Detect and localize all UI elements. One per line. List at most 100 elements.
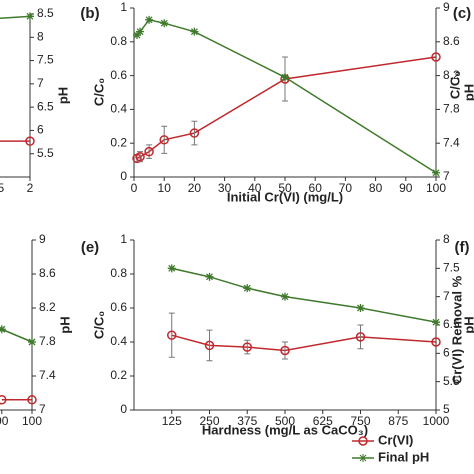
point bbox=[27, 395, 37, 405]
x-tick-label: 20 bbox=[188, 181, 202, 195]
point bbox=[356, 304, 365, 312]
panel-label: (e) bbox=[81, 239, 99, 256]
y-axis-label: C/C₀ bbox=[447, 71, 462, 99]
y2-tick-label: 8.2 bbox=[443, 68, 460, 82]
y2-tick-label: 8.5 bbox=[37, 6, 54, 20]
series-line bbox=[136, 56, 437, 160]
panel-label: (f) bbox=[455, 239, 470, 256]
x-tick-label: 90 bbox=[0, 414, 9, 428]
point bbox=[432, 168, 440, 177]
x-tick-label: 60 bbox=[309, 181, 323, 195]
y-tick-label: 0.2 bbox=[110, 135, 127, 149]
y2-axis-label: pH bbox=[461, 84, 474, 101]
point bbox=[281, 292, 289, 301]
x-tick-label: 80 bbox=[369, 181, 383, 195]
y2-tick-label: 8.6 bbox=[443, 34, 460, 48]
panel-label: (b) bbox=[80, 5, 99, 22]
y2-axis-label: pH bbox=[57, 316, 72, 333]
point bbox=[432, 318, 440, 327]
panel-label: (c) bbox=[453, 5, 471, 22]
legend-marker bbox=[359, 454, 367, 462]
point bbox=[205, 272, 214, 281]
y2-tick-label: 6.5 bbox=[37, 99, 54, 113]
series-line bbox=[1, 328, 33, 343]
y2-tick-label: 7 bbox=[443, 169, 450, 183]
x-tick-label: 100 bbox=[22, 414, 42, 428]
error-bar bbox=[357, 324, 364, 350]
y2-tick-label: 7.8 bbox=[39, 334, 56, 348]
series-line bbox=[0, 15, 31, 19]
legend-label: Cr(VI) bbox=[378, 432, 413, 447]
y-tick-label: 0.6 bbox=[110, 300, 127, 314]
x-tick-label: 50 bbox=[278, 181, 292, 195]
point bbox=[167, 330, 177, 340]
point bbox=[280, 345, 290, 356]
y-axis-label: Cr(VI) Removal % bbox=[449, 275, 464, 384]
y2-tick-label: 7 bbox=[443, 289, 450, 303]
error-bar bbox=[282, 341, 288, 360]
y2-axis-label: pH bbox=[461, 316, 474, 333]
point bbox=[355, 332, 366, 342]
y-tick-label: 0.4 bbox=[110, 102, 127, 116]
y-tick-label: 0.8 bbox=[110, 34, 127, 48]
x-axis-label: Initial Cr(VI) (mg/L) bbox=[227, 189, 343, 204]
x-tick-label: 875 bbox=[388, 414, 408, 428]
point bbox=[243, 284, 252, 293]
y2-tick-label: 7.5 bbox=[37, 53, 54, 67]
y2-tick-label: 8 bbox=[443, 232, 450, 246]
y-tick-label: 0.2 bbox=[110, 368, 127, 382]
point bbox=[431, 52, 441, 62]
y2-tick-label: 9 bbox=[39, 232, 46, 246]
x-tick-label: 250 bbox=[199, 414, 219, 428]
point bbox=[242, 342, 252, 352]
y-tick-label: 0.4 bbox=[110, 334, 127, 348]
point bbox=[204, 340, 215, 351]
y-tick-label: 0.6 bbox=[110, 68, 127, 82]
point bbox=[133, 31, 142, 40]
x-tick-label: 500 bbox=[275, 414, 295, 428]
x-tick-label: 100 bbox=[426, 181, 446, 195]
x-tick-label: 10 bbox=[158, 181, 172, 195]
error-bar bbox=[206, 329, 213, 362]
y-tick-label: 1 bbox=[120, 232, 127, 246]
point bbox=[145, 15, 154, 24]
y2-tick-label: 7.4 bbox=[39, 368, 56, 382]
point bbox=[431, 337, 441, 347]
legend-label: Final pH bbox=[378, 449, 429, 464]
x-tick-label: 750 bbox=[350, 414, 370, 428]
y2-tick-label: 9 bbox=[443, 0, 450, 14]
y2-tick-label: 6 bbox=[443, 346, 450, 360]
x-tick-label: 0 bbox=[131, 181, 138, 195]
point bbox=[144, 146, 154, 157]
y2-tick-label: 6 bbox=[37, 123, 44, 137]
point bbox=[28, 338, 36, 346]
series-line bbox=[136, 18, 437, 174]
point bbox=[189, 128, 200, 138]
x-tick-label: 40 bbox=[248, 181, 262, 195]
point bbox=[136, 27, 145, 36]
y2-tick-label: 8.2 bbox=[39, 300, 56, 314]
point bbox=[159, 135, 169, 145]
series-line bbox=[171, 267, 437, 323]
x-tick-label: 1.75 bbox=[0, 181, 5, 195]
y-tick-label: 1 bbox=[120, 0, 127, 14]
x-tick-label: 70 bbox=[339, 181, 353, 195]
x-tick-label: 30 bbox=[218, 181, 232, 195]
y-tick-label: 0 bbox=[120, 169, 127, 183]
y2-tick-label: 8.6 bbox=[39, 266, 56, 280]
point bbox=[26, 12, 34, 21]
y2-tick-label: 7.8 bbox=[443, 102, 460, 116]
point bbox=[190, 27, 199, 36]
y2-tick-label: 7 bbox=[37, 76, 44, 90]
point bbox=[25, 136, 35, 146]
x-tick-label: 1000 bbox=[423, 414, 450, 428]
y-axis-label: C/C₀ bbox=[91, 311, 106, 339]
y-tick-label: 0.8 bbox=[110, 266, 127, 280]
y-tick-label: 0 bbox=[120, 402, 127, 416]
point bbox=[167, 264, 176, 273]
x-tick-label: 625 bbox=[313, 414, 333, 428]
point bbox=[0, 395, 7, 405]
y2-tick-label: 5.5 bbox=[443, 374, 460, 388]
y-axis-label: C/C₀ bbox=[91, 78, 106, 106]
